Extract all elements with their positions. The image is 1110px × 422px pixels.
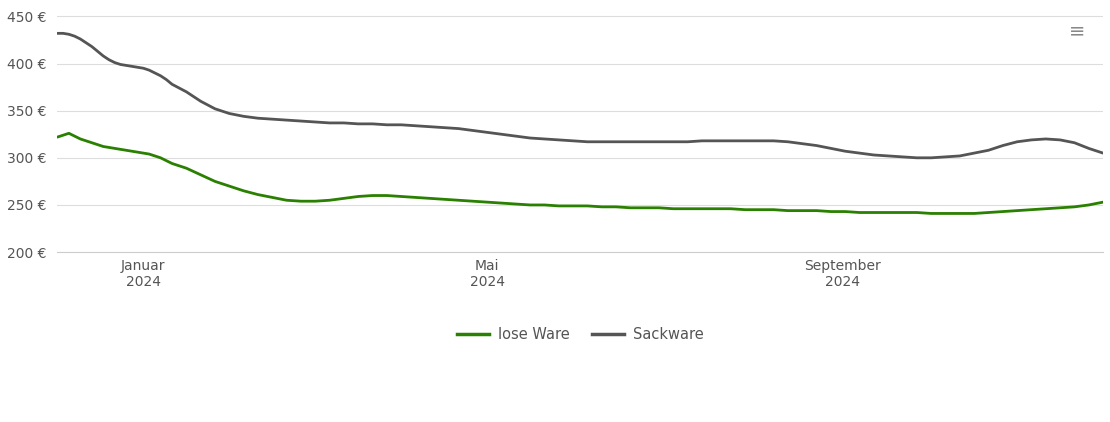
Text: ≡: ≡	[1069, 21, 1086, 40]
Legend: lose Ware, Sackware: lose Ware, Sackware	[452, 321, 709, 348]
